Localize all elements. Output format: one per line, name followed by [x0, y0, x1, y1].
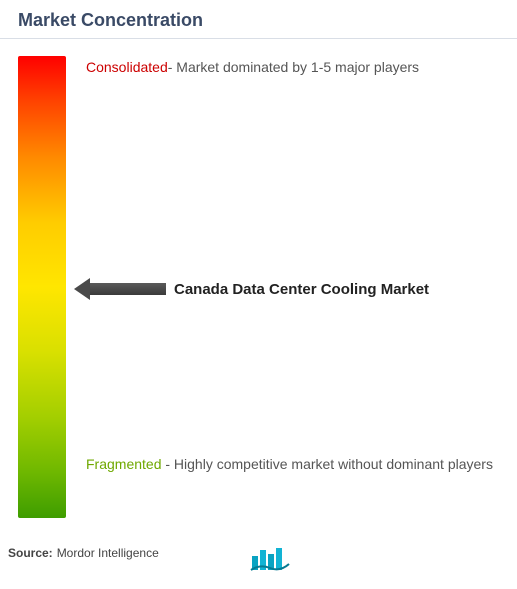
arrow-body	[90, 283, 166, 295]
arrow-head	[74, 278, 90, 300]
market-marker-label: Canada Data Center Cooling Market	[174, 281, 429, 298]
source-label: Source:	[8, 546, 53, 560]
source-name: Mordor Intelligence	[57, 546, 159, 560]
source-attribution: Source: Mordor Intelligence	[8, 546, 159, 560]
arrow-left-icon	[74, 278, 166, 300]
concentration-gradient-bar	[18, 56, 66, 518]
legend-fragmented-desc: - Highly competitive market without domi…	[161, 456, 492, 472]
legend-consolidated: Consolidated- Market dominated by 1-5 ma…	[86, 58, 506, 77]
mordor-logo-icon	[250, 546, 290, 574]
legend-consolidated-desc: - Market dominated by 1-5 major players	[168, 59, 419, 75]
legend-fragmented-term: Fragmented	[86, 456, 161, 472]
page-title: Market Concentration	[18, 10, 203, 31]
legend-consolidated-term: Consolidated	[86, 59, 168, 75]
legend-fragmented: Fragmented - Highly competitive market w…	[86, 454, 506, 475]
title-underline	[0, 38, 517, 39]
market-marker: Canada Data Center Cooling Market	[74, 278, 429, 300]
